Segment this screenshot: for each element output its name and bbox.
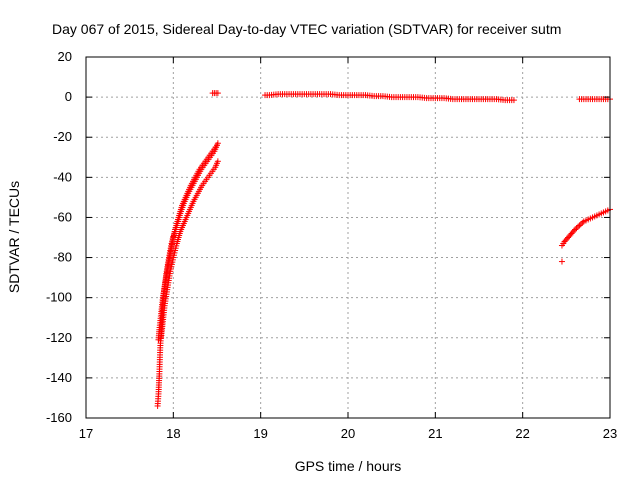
x-tick-label: 23 — [603, 426, 617, 441]
data-points — [154, 90, 613, 409]
y-tick-label: -60 — [53, 209, 72, 224]
axis-ticks: 17 18 19 20 21 22 23 -160 -140 -120 -100 -80 -60 -40 -… — [46, 49, 617, 441]
x-tick-label: 20 — [341, 426, 355, 441]
data-point — [573, 225, 580, 232]
x-tick-label: 18 — [166, 426, 180, 441]
x-tick-label: 17 — [79, 426, 93, 441]
y-tick-label: -120 — [46, 330, 72, 345]
data-point — [570, 227, 577, 234]
data-point — [214, 90, 221, 97]
data-series — [558, 258, 565, 265]
data-series — [209, 90, 221, 97]
data-point — [576, 222, 583, 229]
data-point — [214, 140, 221, 147]
y-tick-label: 0 — [65, 89, 72, 104]
y-tick-label: -80 — [53, 250, 72, 265]
data-point — [572, 226, 579, 233]
x-tick-label: 22 — [515, 426, 529, 441]
grid — [86, 57, 610, 418]
data-point — [510, 97, 517, 104]
chart-title: Day 067 of 2015, Sidereal Day-to-day VTE… — [52, 21, 561, 37]
y-tick-label: -40 — [53, 169, 72, 184]
data-point — [579, 219, 586, 226]
data-series — [576, 96, 613, 103]
x-axis-label: GPS time / hours — [295, 458, 402, 474]
x-tick-label: 21 — [428, 426, 442, 441]
data-point — [574, 223, 581, 230]
data-point — [577, 221, 584, 228]
y-axis-label: SDTVAR / TECUs — [6, 181, 22, 293]
y-tick-label: -140 — [46, 370, 72, 385]
data-point — [214, 158, 221, 165]
data-series — [158, 158, 221, 341]
data-point — [558, 258, 565, 265]
data-series — [262, 91, 517, 104]
y-tick-label: -100 — [46, 290, 72, 305]
y-tick-label: 20 — [58, 49, 72, 64]
y-tick-label: -160 — [46, 410, 72, 425]
x-tick-label: 19 — [253, 426, 267, 441]
data-series — [154, 142, 220, 409]
y-tick-label: -20 — [53, 129, 72, 144]
data-series — [558, 206, 613, 249]
